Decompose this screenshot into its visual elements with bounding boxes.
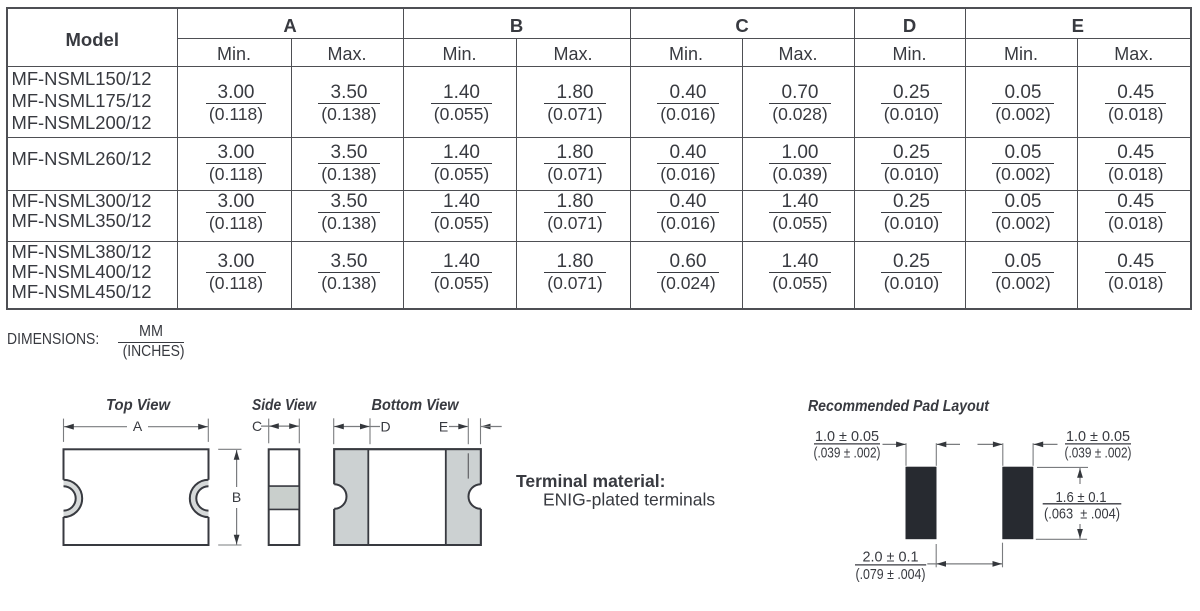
svg-text:Terminal material:: Terminal material: [516,471,665,491]
svg-text:1.6 ± 0.1: 1.6 ± 0.1 [1056,489,1107,506]
svg-text:A: A [133,418,143,434]
svg-text:(.039 ± .002): (.039 ± .002) [1065,444,1132,461]
svg-text:2.0 ± 0.1: 2.0 ± 0.1 [863,549,919,566]
svg-text:(.063 ± .004): (.063 ± .004) [1044,506,1120,523]
svg-text:C: C [252,418,262,434]
svg-text:Top View: Top View [106,397,171,414]
svg-text:(.039 ± .002): (.039 ± .002) [814,444,881,461]
svg-text:Recommended Pad Layout: Recommended Pad Layout [808,398,990,415]
svg-text:D: D [380,419,390,435]
svg-text:(.079 ± .004): (.079 ± .004) [856,566,926,583]
svg-text:1.0 ± 0.05: 1.0 ± 0.05 [1066,428,1130,445]
svg-text:1.0 ± 0.05: 1.0 ± 0.05 [815,428,879,445]
svg-text:B: B [232,489,241,505]
svg-text:ENIG-plated terminals: ENIG-plated terminals [543,490,715,510]
svg-text:Side View: Side View [252,397,317,414]
svg-text:Bottom View: Bottom View [372,397,460,414]
svg-text:E: E [439,419,448,435]
